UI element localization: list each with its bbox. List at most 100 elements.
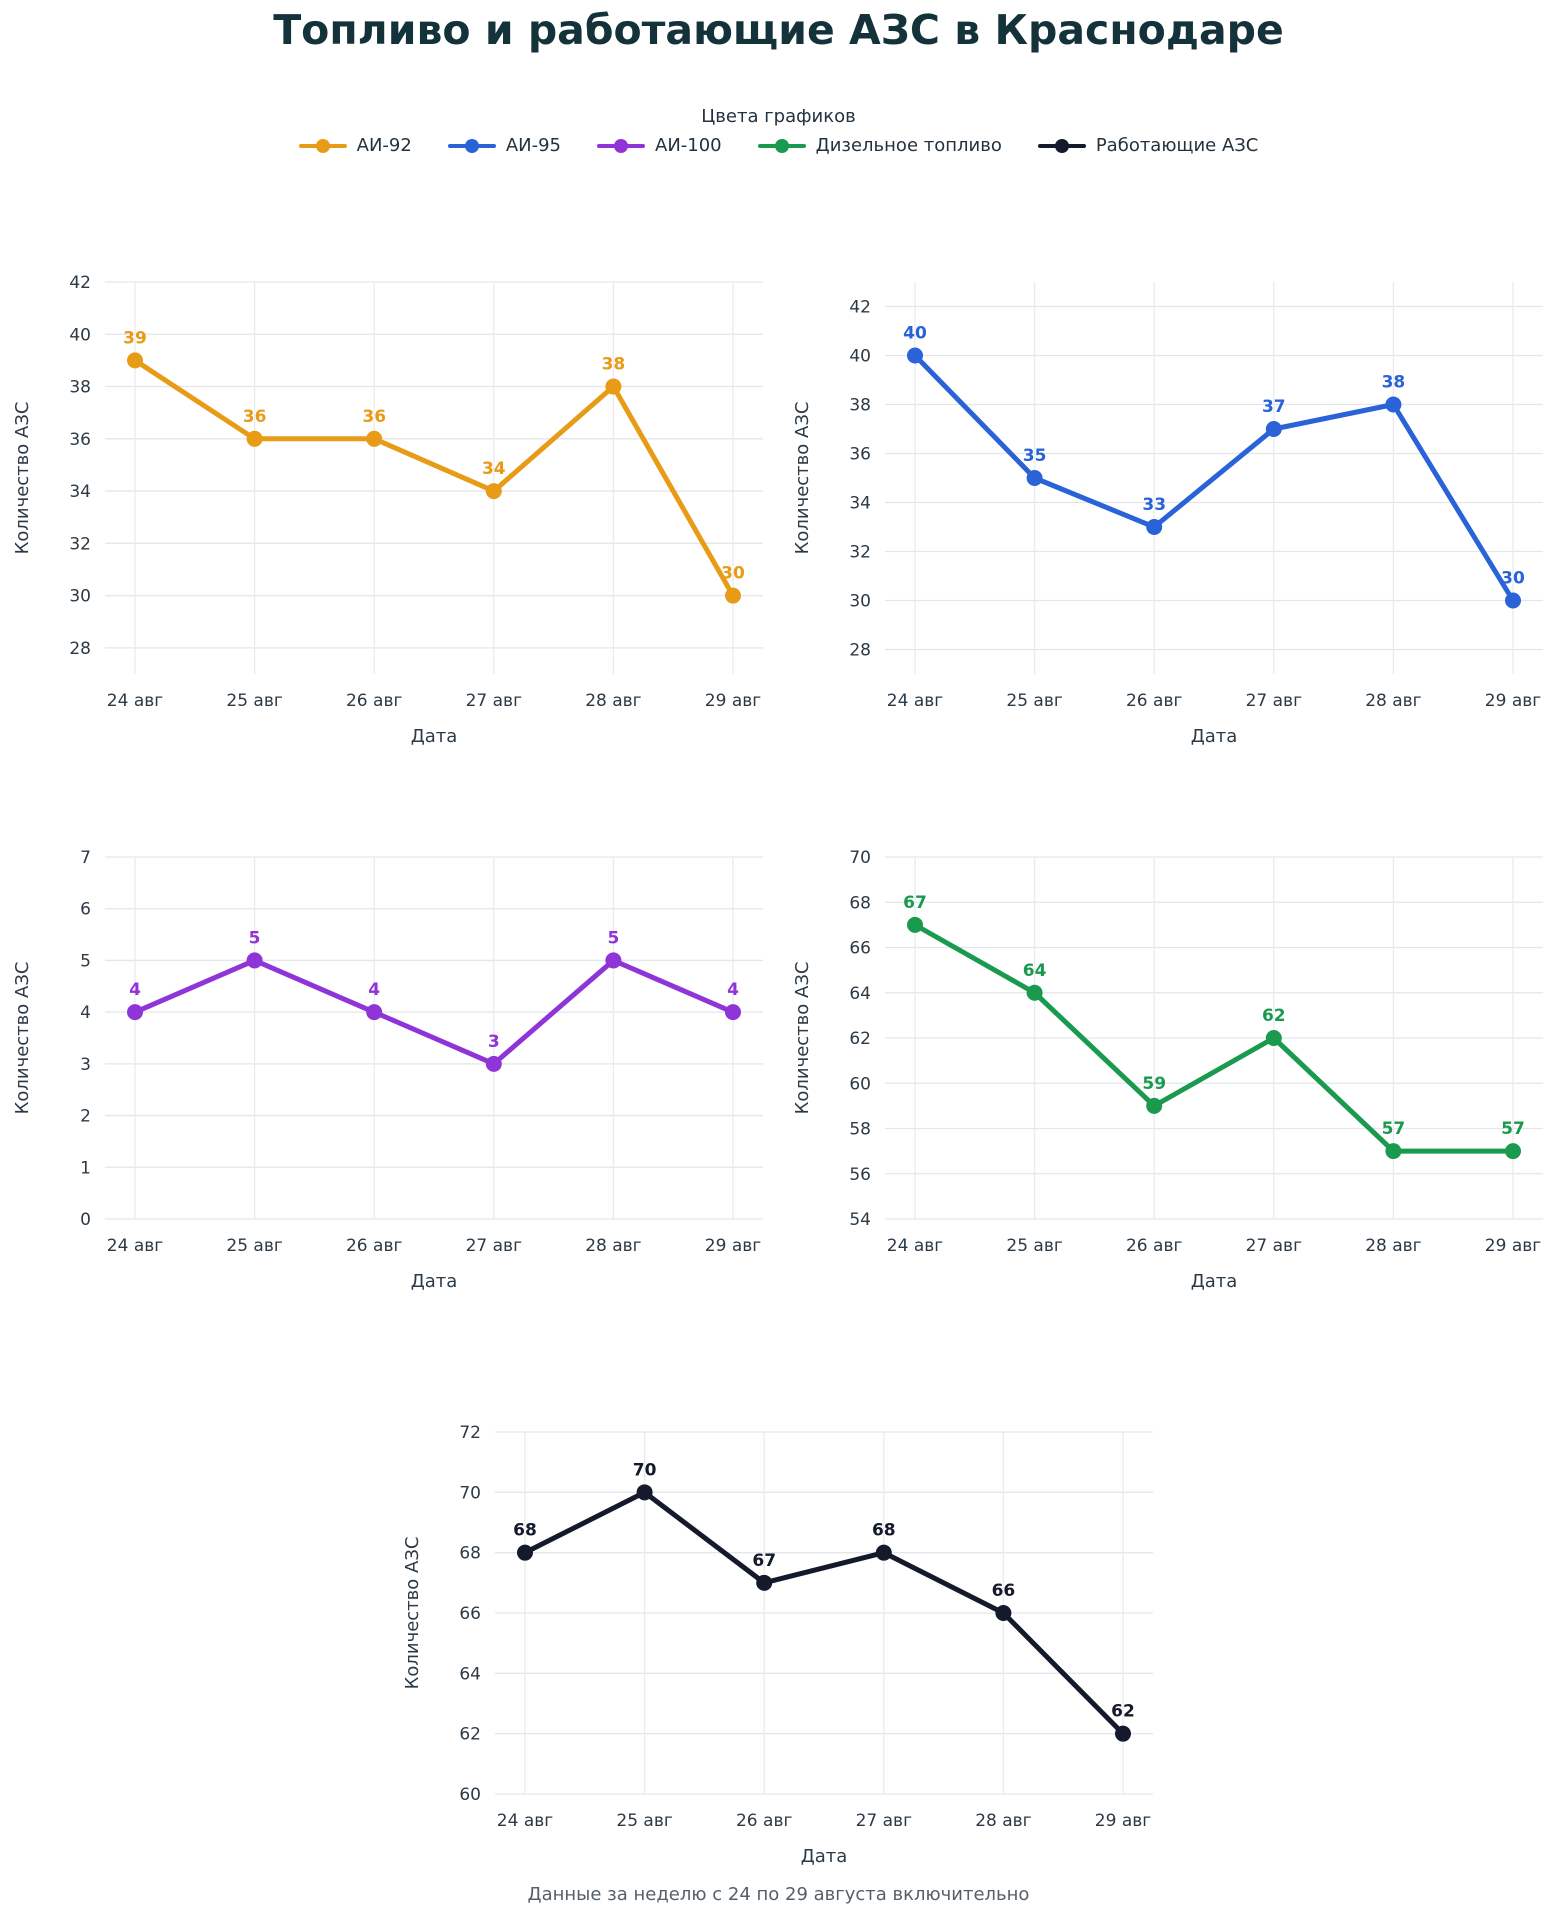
- x-tick-label: 26 авг: [1126, 1236, 1182, 1256]
- data-label: 3: [488, 1032, 500, 1052]
- x-tick-label: 25 авг: [226, 1236, 282, 1256]
- data-label: 37: [1262, 397, 1286, 417]
- chart-diesel: 54 56 58 60 62 64 66 68 70 24 авг 25 авг 26 авг 27 а…: [792, 848, 1543, 1292]
- data-point: [605, 378, 622, 395]
- y-axis-title: Количество АЗС: [792, 402, 813, 555]
- data-label: 39: [123, 328, 147, 348]
- x-tick-label: 24 авг: [497, 1811, 553, 1831]
- data-point: [485, 483, 502, 500]
- legend-label: Работающие АЗС: [1095, 135, 1259, 156]
- data-label: 67: [903, 893, 927, 913]
- data-label: 59: [1142, 1074, 1166, 1094]
- y-tick-label: 28: [849, 641, 871, 661]
- data-label: 64: [1023, 961, 1047, 981]
- x-tick-label: 26 авг: [736, 1811, 792, 1831]
- legend-label: Дизельное топливо: [815, 135, 1002, 156]
- chart-ai100: 0 1 2 3 4 5 6 7 24 авг 25 авг 26 авг 27 авг 28 авг 29…: [12, 848, 763, 1292]
- y-tick-label: 28: [69, 639, 91, 659]
- x-axis-title: Дата: [411, 726, 458, 747]
- y-tick-label: 34: [69, 482, 91, 502]
- y-axis-title: Количество АЗС: [792, 962, 813, 1115]
- footnote: Данные за неделю с 24 по 29 августа вклю…: [527, 1884, 1030, 1905]
- legend-swatch-icon: [757, 138, 806, 153]
- legend-label: АИ-92: [356, 135, 412, 156]
- x-tick-label: 28 авг: [585, 691, 641, 711]
- data-label: 62: [1262, 1006, 1286, 1026]
- data-label: 4: [727, 980, 739, 1000]
- y-tick-label: 42: [69, 273, 91, 293]
- y-tick-label: 64: [459, 1664, 481, 1684]
- y-tick-label: 70: [459, 1483, 481, 1503]
- x-tick-label: 29 авг: [705, 691, 761, 711]
- y-tick-label: 30: [69, 587, 91, 607]
- legend-item: АИ-95: [447, 135, 561, 156]
- data-point: [725, 1004, 741, 1021]
- data-label: 4: [129, 980, 141, 1000]
- data-point: [605, 952, 622, 969]
- x-axis-title: Дата: [801, 1846, 848, 1867]
- y-tick-label: 0: [80, 1210, 91, 1230]
- x-tick-label: 25 авг: [616, 1811, 672, 1831]
- data-point: [1026, 984, 1043, 1001]
- data-label: 36: [243, 407, 267, 427]
- data-label: 68: [513, 1521, 537, 1541]
- page-title: Топливо и работающие АЗС в Краснодаре: [273, 6, 1284, 54]
- chart-working-stations: 60 62 64 66 68 70 72 24 авг 25 авг 26 авг 27 авг 28…: [402, 1423, 1153, 1867]
- y-tick-label: 68: [459, 1544, 481, 1564]
- data-point: [907, 347, 923, 364]
- data-point: [517, 1544, 533, 1561]
- x-tick-label: 26 авг: [346, 1236, 402, 1256]
- y-tick-label: 70: [849, 848, 871, 868]
- data-label: 34: [482, 459, 506, 479]
- data-point: [1385, 396, 1402, 413]
- x-tick-label: 27 авг: [1246, 691, 1302, 711]
- data-point: [1026, 470, 1043, 486]
- y-tick-label: 40: [69, 325, 91, 345]
- data-label: 30: [721, 564, 745, 584]
- data-label: 33: [1142, 495, 1166, 515]
- y-tick-label: 7: [80, 848, 91, 868]
- data-point: [1146, 519, 1163, 535]
- y-tick-label: 62: [459, 1725, 481, 1745]
- x-axis-title: Дата: [1191, 726, 1238, 747]
- x-tick-label: 26 авг: [1126, 691, 1182, 711]
- y-tick-label: 60: [849, 1074, 871, 1094]
- data-label: 57: [1501, 1119, 1525, 1139]
- y-axis-title: Количество АЗС: [402, 1537, 423, 1690]
- x-tick-label: 29 авг: [1485, 1236, 1541, 1256]
- x-tick-label: 27 авг: [856, 1811, 912, 1831]
- y-tick-label: 42: [849, 298, 871, 318]
- x-tick-label: 24 авг: [107, 691, 163, 711]
- y-tick-label: 40: [849, 347, 871, 367]
- data-point: [1146, 1097, 1163, 1114]
- data-point: [725, 587, 741, 604]
- y-tick-label: 64: [849, 984, 871, 1004]
- data-point: [636, 1484, 653, 1501]
- data-point: [875, 1544, 892, 1561]
- data-label: 62: [1111, 1702, 1135, 1722]
- y-tick-label: 58: [849, 1120, 871, 1140]
- legend-swatch-icon: [298, 138, 347, 153]
- x-axis-title: Дата: [411, 1271, 458, 1292]
- data-point: [127, 352, 143, 369]
- x-tick-label: 28 авг: [1365, 691, 1421, 711]
- series-line: [132, 357, 736, 599]
- data-point: [485, 1055, 502, 1072]
- data-point: [756, 1574, 773, 1591]
- data-point: [1505, 1143, 1521, 1160]
- y-tick-label: 60: [459, 1785, 481, 1805]
- data-label: 38: [602, 355, 626, 375]
- x-tick-label: 28 авг: [975, 1811, 1031, 1831]
- x-tick-label: 28 авг: [1365, 1236, 1421, 1256]
- y-tick-label: 30: [849, 592, 871, 612]
- y-tick-label: 54: [849, 1210, 871, 1230]
- data-point: [127, 1004, 143, 1021]
- data-label: 38: [1382, 373, 1406, 393]
- y-tick-label: 1: [80, 1158, 91, 1178]
- x-tick-label: 29 авг: [1095, 1811, 1151, 1831]
- data-label: 66: [992, 1581, 1016, 1601]
- data-label: 30: [1501, 569, 1525, 589]
- legend: Цвета графиков АИ-92 АИ-95 АИ-100 Дизельное…: [0, 106, 1557, 156]
- data-point: [1265, 1030, 1282, 1046]
- y-tick-label: 5: [80, 951, 91, 971]
